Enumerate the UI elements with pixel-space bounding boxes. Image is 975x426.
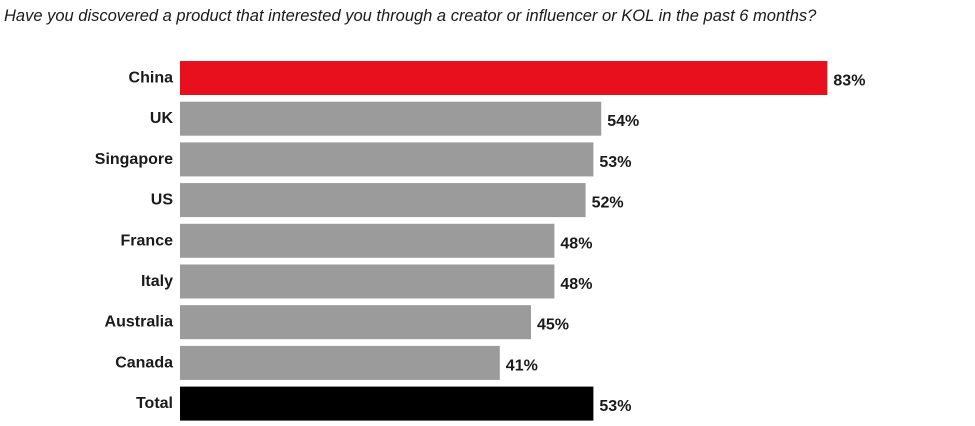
category-label-canada: Canada bbox=[115, 354, 173, 371]
value-label-total: 53% bbox=[599, 398, 631, 415]
bar-australia bbox=[180, 305, 531, 340]
bars-group bbox=[180, 61, 828, 421]
category-label-france: France bbox=[121, 232, 174, 249]
value-label-singapore: 53% bbox=[599, 154, 631, 171]
bar-total bbox=[180, 386, 594, 421]
value-label-uk: 54% bbox=[607, 113, 639, 130]
bar-uk bbox=[180, 101, 602, 136]
chart-title: Have you discovered a product that inter… bbox=[4, 7, 817, 25]
bar-us bbox=[180, 183, 586, 218]
bar-france bbox=[180, 223, 555, 258]
category-label-italy: Italy bbox=[141, 273, 173, 290]
value-label-france: 48% bbox=[560, 235, 592, 252]
value-label-canada: 41% bbox=[506, 357, 538, 374]
value-label-australia: 45% bbox=[537, 317, 569, 334]
value-label-us: 52% bbox=[592, 195, 624, 212]
category-label-total: Total bbox=[136, 395, 173, 412]
category-labels-group: China UK Singapore US France Italy Australia Ca… bbox=[95, 70, 174, 413]
value-labels-group: 83% 54% 53% 52% 48% 48% 45% 41% 53% bbox=[506, 73, 866, 416]
bar-singapore bbox=[180, 142, 594, 177]
bar-italy bbox=[180, 264, 555, 299]
category-label-us: US bbox=[151, 192, 174, 209]
bar-canada bbox=[180, 345, 500, 380]
category-label-singapore: Singapore bbox=[95, 151, 173, 168]
value-label-china: 83% bbox=[833, 73, 865, 90]
category-label-china: China bbox=[129, 70, 174, 87]
bar-china bbox=[180, 61, 828, 95]
value-label-italy: 48% bbox=[560, 276, 592, 293]
category-label-uk: UK bbox=[150, 110, 174, 127]
category-label-australia: Australia bbox=[105, 314, 174, 331]
